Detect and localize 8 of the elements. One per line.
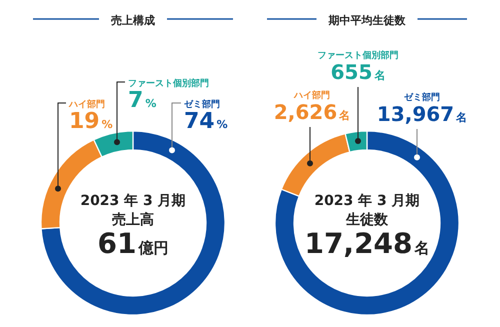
- annotation: 2023 年 3 月期: [80, 193, 186, 209]
- annotation: 61億円: [98, 227, 168, 260]
- annotation: 生徒数: [346, 212, 388, 228]
- annotation: 2023 年 3 月期: [314, 193, 420, 209]
- annotation: 17,248名: [304, 227, 430, 260]
- annotation: 売上高: [112, 212, 154, 228]
- title: 売上構成: [111, 14, 155, 27]
- title: 期中平均生徒数: [328, 14, 406, 27]
